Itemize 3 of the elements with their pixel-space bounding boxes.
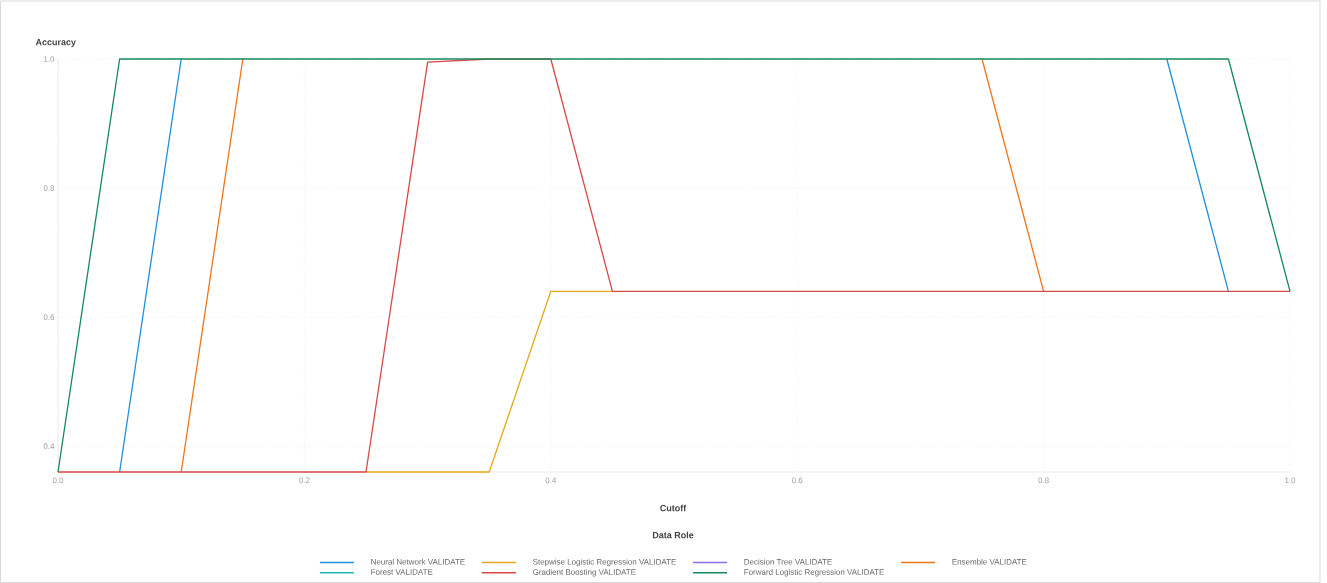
x-axis-title: Cutoff — [660, 504, 687, 512]
legend-title: Data Role — [652, 531, 694, 539]
y-axis-title: Accuracy — [35, 38, 76, 47]
